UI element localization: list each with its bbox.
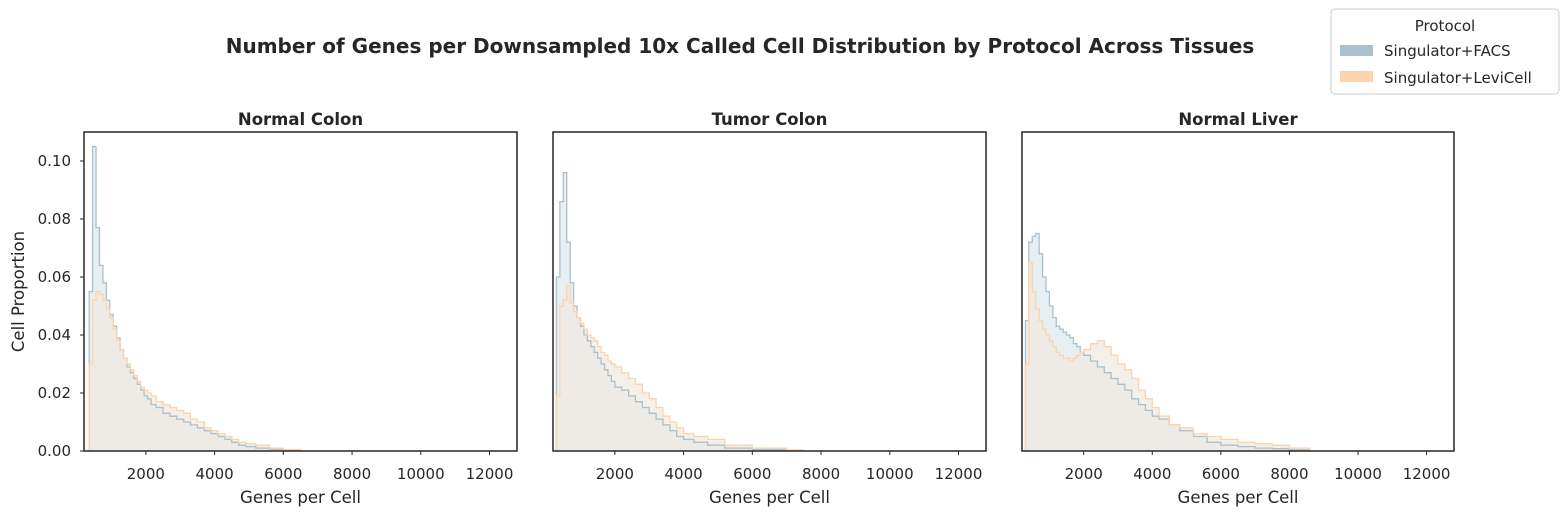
panel-3: Normal Liver 2000 4000 6000 8000 10000 12000 Ge… [1021,110,1455,507]
x-tick-label: 2000 [1065,465,1103,483]
x-tick-label: 6000 [264,465,302,483]
panel-1: Normal Colon 2000 4000 6000 8000 10000 12000 Ge… [9,110,518,507]
hist-line-levicell [88,290,302,451]
x-tick-label: 10000 [866,465,914,483]
y-tick-label: 0.08 [38,210,71,228]
x-tick-label: 4000 [664,465,702,483]
panel-title: Tumor Colon [712,110,828,129]
x-axis-label: Genes per Cell [709,488,830,507]
x-tick-label: 12000 [935,465,983,483]
legend-swatch-levicell [1340,71,1373,82]
x-tick-label: 4000 [1133,465,1171,483]
x-tick-label: 4000 [195,465,233,483]
chart-panels: Normal Colon 2000 4000 6000 8000 10000 12000 Ge… [9,110,1455,507]
y-tick-label: 0.06 [38,268,71,286]
legend-label-levicell: Singulator+LeviCell [1384,69,1532,87]
x-tick-label: 2000 [127,465,165,483]
x-tick-label: 8000 [802,465,840,483]
x-tick-label: 8000 [333,465,371,483]
hist-fill-levicell [1025,262,1310,451]
panel-2: Tumor Colon 2000 4000 6000 8000 10000 12000 Gen… [552,110,987,507]
x-tick-label: 8000 [1270,465,1308,483]
axes-frame [552,131,987,452]
hist-fill-levicell [89,291,301,451]
hist-line-facs [88,145,302,451]
y-tick-label: 0.02 [38,384,71,402]
axes-frame [83,131,518,452]
hist-fill-levicell [556,285,804,451]
hist-line-facs [1024,232,1311,451]
x-axis-label: Genes per Cell [1178,488,1299,507]
hist-line-levicell [555,285,805,451]
x-tick-label: 2000 [596,465,634,483]
x-tick-label: 12000 [466,465,514,483]
y-tick-label: 0.00 [38,442,71,460]
legend: Protocol Singulator+FACS Singulator+Levi… [1330,8,1560,95]
y-axis-label: Cell Proportion [9,231,28,352]
x-tick-label: 6000 [733,465,771,483]
legend-label-facs: Singulator+FACS [1384,42,1511,60]
x-axis-label: Genes per Cell [240,488,361,507]
hist-line-levicell [1024,261,1311,451]
y-tick-label: 0.04 [38,326,71,344]
panel-title: Normal Colon [238,110,363,129]
legend-frame [1330,8,1560,95]
x-tick-label: 10000 [1334,465,1382,483]
axes-frame [1021,131,1455,452]
legend-title: Protocol [1415,17,1475,35]
x-tick-label: 10000 [397,465,445,483]
panel-title: Normal Liver [1178,110,1298,129]
legend-swatch-facs [1340,45,1373,56]
x-tick-label: 12000 [1403,465,1451,483]
x-tick-label: 6000 [1202,465,1240,483]
y-tick-label: 0.10 [38,152,71,170]
figure-title: Number of Genes per Downsampled 10x Call… [226,34,1255,58]
